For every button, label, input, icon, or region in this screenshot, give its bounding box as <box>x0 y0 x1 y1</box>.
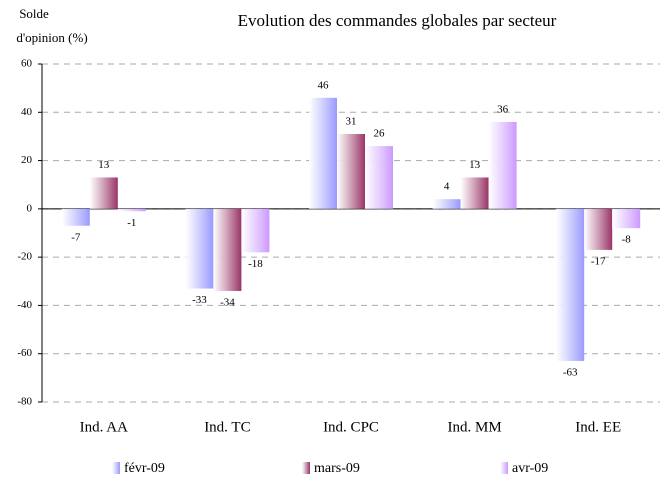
chart-title: Evolution des commandes globales par sec… <box>238 11 557 30</box>
bar <box>584 208 613 250</box>
data-label: 36 <box>497 103 509 115</box>
y-tick-label: 0 <box>27 202 33 214</box>
y-axis-label: Solde <box>19 6 49 21</box>
bar <box>213 208 242 291</box>
data-label: -1 <box>127 217 136 229</box>
bar <box>241 208 270 253</box>
data-label: -18 <box>248 258 263 270</box>
bar <box>309 97 337 209</box>
bar <box>488 121 517 209</box>
x-tick-label: Ind. AA <box>80 419 129 435</box>
bar <box>432 199 461 209</box>
x-tick-label: Ind. TC <box>204 419 250 435</box>
x-tick-label: Ind. MM <box>448 419 502 435</box>
y-axis-label: d'opinion (%) <box>16 30 87 45</box>
bar <box>89 177 118 209</box>
legend-swatch <box>500 462 508 474</box>
y-tick-label: -60 <box>17 347 32 359</box>
x-tick-label: Ind. CPC <box>323 419 379 435</box>
y-tick-label: -20 <box>17 251 32 263</box>
bar <box>337 134 365 209</box>
bar <box>365 146 393 209</box>
legend-label: avr-09 <box>512 461 548 476</box>
data-label: 4 <box>444 181 450 193</box>
data-label: -34 <box>220 296 235 308</box>
data-label: 13 <box>98 159 110 171</box>
x-tick-label: Ind. EE <box>575 419 621 435</box>
bar <box>556 208 585 361</box>
bar <box>185 208 214 289</box>
y-tick-label: -40 <box>17 299 32 311</box>
data-label: 26 <box>374 128 386 140</box>
legend-swatch <box>112 462 120 474</box>
data-label: -7 <box>71 231 81 243</box>
legend-label: mars-09 <box>314 461 360 476</box>
bar <box>460 177 489 209</box>
data-label: 13 <box>469 159 481 171</box>
y-tick-label: -80 <box>17 396 32 408</box>
legend-label: févr-09 <box>124 461 165 476</box>
y-tick-label: 20 <box>21 154 33 166</box>
data-label: 31 <box>346 116 357 128</box>
bar <box>117 208 146 212</box>
legend-swatch <box>302 462 310 474</box>
data-label: -17 <box>591 255 606 267</box>
data-label: 46 <box>318 79 330 91</box>
data-label: -8 <box>622 234 632 246</box>
data-label: -33 <box>192 294 207 306</box>
bar <box>61 208 90 226</box>
bar <box>612 208 641 229</box>
y-tick-label: 60 <box>21 58 33 70</box>
data-label: -63 <box>563 366 578 378</box>
y-tick-label: 40 <box>21 106 33 118</box>
